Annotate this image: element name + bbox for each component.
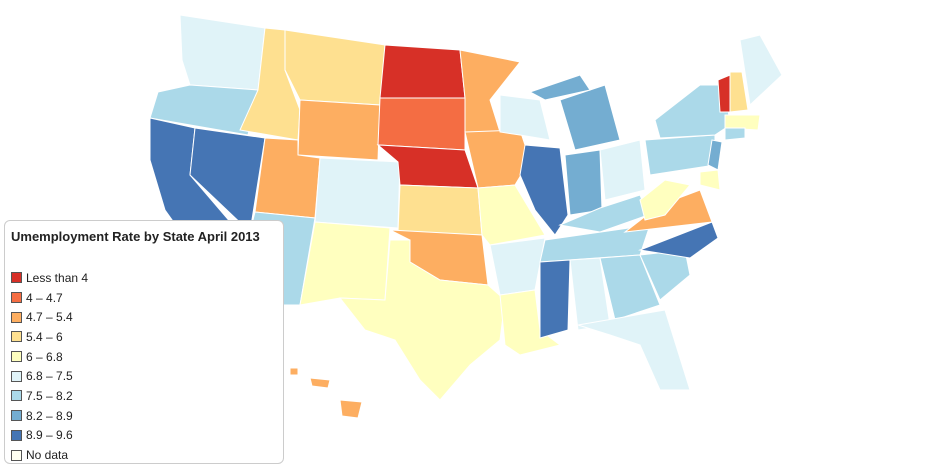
legend-entry[interactable]: 5.4 – 6 <box>11 327 277 347</box>
state-region[interactable] <box>309 377 331 389</box>
state-region[interactable] <box>724 114 761 131</box>
legend-swatch <box>11 331 22 343</box>
state-region[interactable] <box>519 144 569 236</box>
legend-swatch <box>11 351 22 363</box>
legend-label: 7.5 – 8.2 <box>26 388 73 403</box>
state-region[interactable] <box>699 169 721 191</box>
legend-entry[interactable]: 4.7 – 5.4 <box>11 307 277 327</box>
legend-label: 5.4 – 6 <box>26 329 63 344</box>
state-region[interactable] <box>379 44 466 99</box>
state-region[interactable] <box>297 99 381 161</box>
legend-entry[interactable]: Less than 4 <box>11 268 277 288</box>
state-region[interactable] <box>724 127 746 141</box>
state-region[interactable] <box>339 399 363 419</box>
legend-swatch <box>11 311 22 323</box>
legend-entry[interactable]: 8.2 – 8.9 <box>11 406 277 426</box>
legend-title: Umemployment Rate by State April 2013 <box>11 229 260 244</box>
state-region[interactable] <box>639 179 691 221</box>
legend-entry[interactable]: 6.8 – 7.5 <box>11 366 277 386</box>
state-region[interactable] <box>739 34 783 107</box>
legend-label: 6.8 – 7.5 <box>26 369 73 384</box>
legend-swatch <box>11 410 22 422</box>
state-region[interactable] <box>564 149 603 216</box>
state-region[interactable] <box>179 14 266 91</box>
legend-swatch <box>11 449 22 461</box>
state-region[interactable] <box>377 97 466 151</box>
legend-label: 4 – 4.7 <box>26 290 63 305</box>
state-region[interactable] <box>528 74 591 101</box>
state-region[interactable] <box>499 289 562 356</box>
legend-swatch <box>11 429 22 441</box>
legend-label: Less than 4 <box>26 270 89 285</box>
legend-swatch <box>11 292 22 304</box>
state-region[interactable] <box>644 134 716 176</box>
state-region[interactable] <box>289 367 299 376</box>
legend: Umemployment Rate by State April 2013 Le… <box>4 220 284 464</box>
legend-label: 8.9 – 9.6 <box>26 428 73 443</box>
state-region[interactable] <box>729 71 749 113</box>
legend-swatch <box>11 390 22 402</box>
legend-swatch <box>11 272 22 284</box>
state-region[interactable] <box>299 221 391 306</box>
legend-label: 6 – 6.8 <box>26 349 63 364</box>
state-region[interactable] <box>284 29 386 106</box>
legend-entries: Less than 4 4 – 4.7 4.7 – 5.4 5.4 – 6 6 – 6.… <box>11 268 277 465</box>
legend-entry[interactable]: 6 – 6.8 <box>11 347 277 367</box>
legend-entry[interactable]: 4 – 4.7 <box>11 288 277 308</box>
legend-entry[interactable]: 7.5 – 8.2 <box>11 386 277 406</box>
state-region[interactable] <box>397 184 483 236</box>
state-region[interactable] <box>599 139 646 201</box>
legend-label: 8.2 – 8.9 <box>26 408 73 423</box>
state-region[interactable] <box>638 221 719 259</box>
legend-entry[interactable]: No data <box>11 445 277 465</box>
state-region[interactable] <box>499 94 551 141</box>
legend-swatch <box>11 370 22 382</box>
state-region[interactable] <box>314 157 401 229</box>
state-region[interactable] <box>477 184 546 246</box>
state-region[interactable] <box>577 309 691 391</box>
legend-label: No data <box>26 448 69 463</box>
legend-label: 4.7 – 5.4 <box>26 310 73 325</box>
state-region[interactable] <box>489 237 546 296</box>
state-region[interactable] <box>539 259 571 339</box>
legend-entry[interactable]: 8.9 – 9.6 <box>11 426 277 446</box>
state-region[interactable] <box>717 74 731 113</box>
state-region[interactable] <box>599 254 661 321</box>
